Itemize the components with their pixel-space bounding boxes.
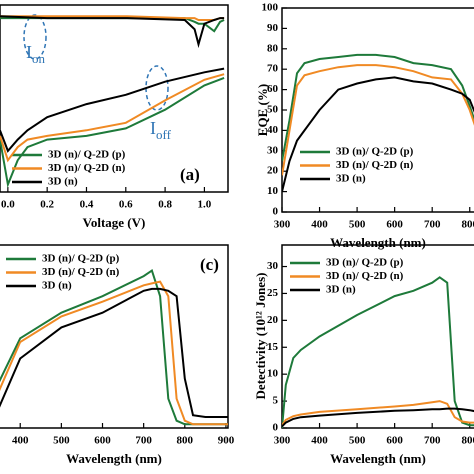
y-tick-label: 60 [267,83,279,95]
x-tick-label: 1.0 [198,199,212,211]
plot-frame [281,244,474,429]
panel-label: (a) [180,165,200,184]
y-axis-label: Detectivity (10¹² Jones) [253,273,268,400]
annotation: Ion [26,42,46,66]
annotation: Ioff [150,118,172,142]
annotation-main: I [150,118,156,138]
x-tick-label: 0.2 [40,199,54,211]
panel-label: (c) [200,255,219,274]
y-tick-label: 0 [273,206,279,218]
series-line [282,53,474,162]
y-tick-label: 20 [267,314,279,326]
legend-label: 3D (n) [48,176,78,188]
ion-ellipse [23,14,47,60]
y-axis-label: EQE (%) [255,84,270,136]
series-line [282,407,474,428]
y-tick-label: 5 [273,395,279,407]
x-tick-label: 800 [461,435,474,447]
x-axis-label: Wavelength (nm) [330,451,426,466]
x-axis-label: Wavelength (nm) [66,451,162,466]
x-tick-label: 600 [386,219,403,231]
y-tick-label: 10 [267,185,279,197]
x-tick-label: 700 [424,219,441,231]
x-tick-label: 400 [12,435,29,447]
legend-label: 3D (n) [42,280,72,292]
x-tick-label: 300 [274,219,291,231]
legend-label: 3D (n)/ Q-2D (n) [42,266,120,278]
legend-label: 3D (n)/ Q-2D (n) [326,270,404,282]
y-tick-label: 15 [267,341,279,353]
series-line [0,67,225,153]
x-tick-label: 900 [218,435,235,447]
legend-label: 3D (n)/ Q-2D (p) [326,257,404,269]
y-tick-label: 40 [267,124,279,136]
x-tick-label: 700 [135,435,152,447]
legend-label: 3D (n)/ Q-2D (p) [42,253,120,265]
series-line [0,73,225,163]
legend-label: 3D (n)/ Q-2D (p) [336,146,414,158]
x-axis-label: Wavelength (nm) [330,235,426,250]
y-tick-label: 20 [267,165,279,177]
x-tick-label: 0.6 [119,199,133,211]
y-tick-label: 100 [262,2,279,14]
x-tick-label: 400 [311,219,328,231]
x-tick-label: 600 [386,435,403,447]
series-line [282,76,474,192]
plot-frame [0,244,229,429]
plot-frame [281,7,474,213]
y-tick-label: 80 [267,42,279,54]
annotation-sub: on [32,51,46,66]
x-tick-label: 0.0 [1,199,15,211]
y-tick-label: 0 [273,422,279,434]
annotation-main: I [26,42,32,62]
y-tick-label: 50 [267,104,279,116]
x-tick-label: 0.8 [158,199,172,211]
y-tick-label: 30 [267,260,279,272]
x-tick-label: 400 [311,435,328,447]
plot-frame [0,4,229,193]
x-tick-label: 800 [461,219,474,231]
annotation-sub: off [156,127,172,142]
x-tick-label: 600 [94,435,111,447]
on-current-line [0,15,225,49]
legend-label: 3D (n) [326,284,356,296]
x-tick-label: 500 [53,435,70,447]
y-tick-label: 70 [267,63,279,75]
series-line [282,64,474,176]
x-axis-label: Voltage (V) [83,215,146,230]
x-tick-label: 300 [274,435,291,447]
y-tick-label: 30 [267,144,279,156]
y-tick-label: 90 [267,22,279,34]
legend-label: 3D (n) [336,173,366,185]
series-line [282,400,474,426]
series-line [282,276,474,428]
legend-label: 3D (n)/ Q-2D (n) [336,159,414,171]
y-tick-label: 25 [267,287,279,299]
series-line [0,76,225,189]
series-line [0,287,228,418]
x-tick-label: 500 [349,219,366,231]
y-tick-label: 10 [267,368,279,380]
x-tick-label: 700 [424,435,441,447]
x-tick-label: 0.4 [80,199,94,211]
x-tick-label: 800 [177,435,194,447]
legend-label: 3D (n)/ Q-2D (p) [48,149,126,161]
series-line [0,280,228,426]
legend-label: 3D (n)/ Q-2D (n) [48,162,126,174]
x-tick-label: 500 [349,435,366,447]
